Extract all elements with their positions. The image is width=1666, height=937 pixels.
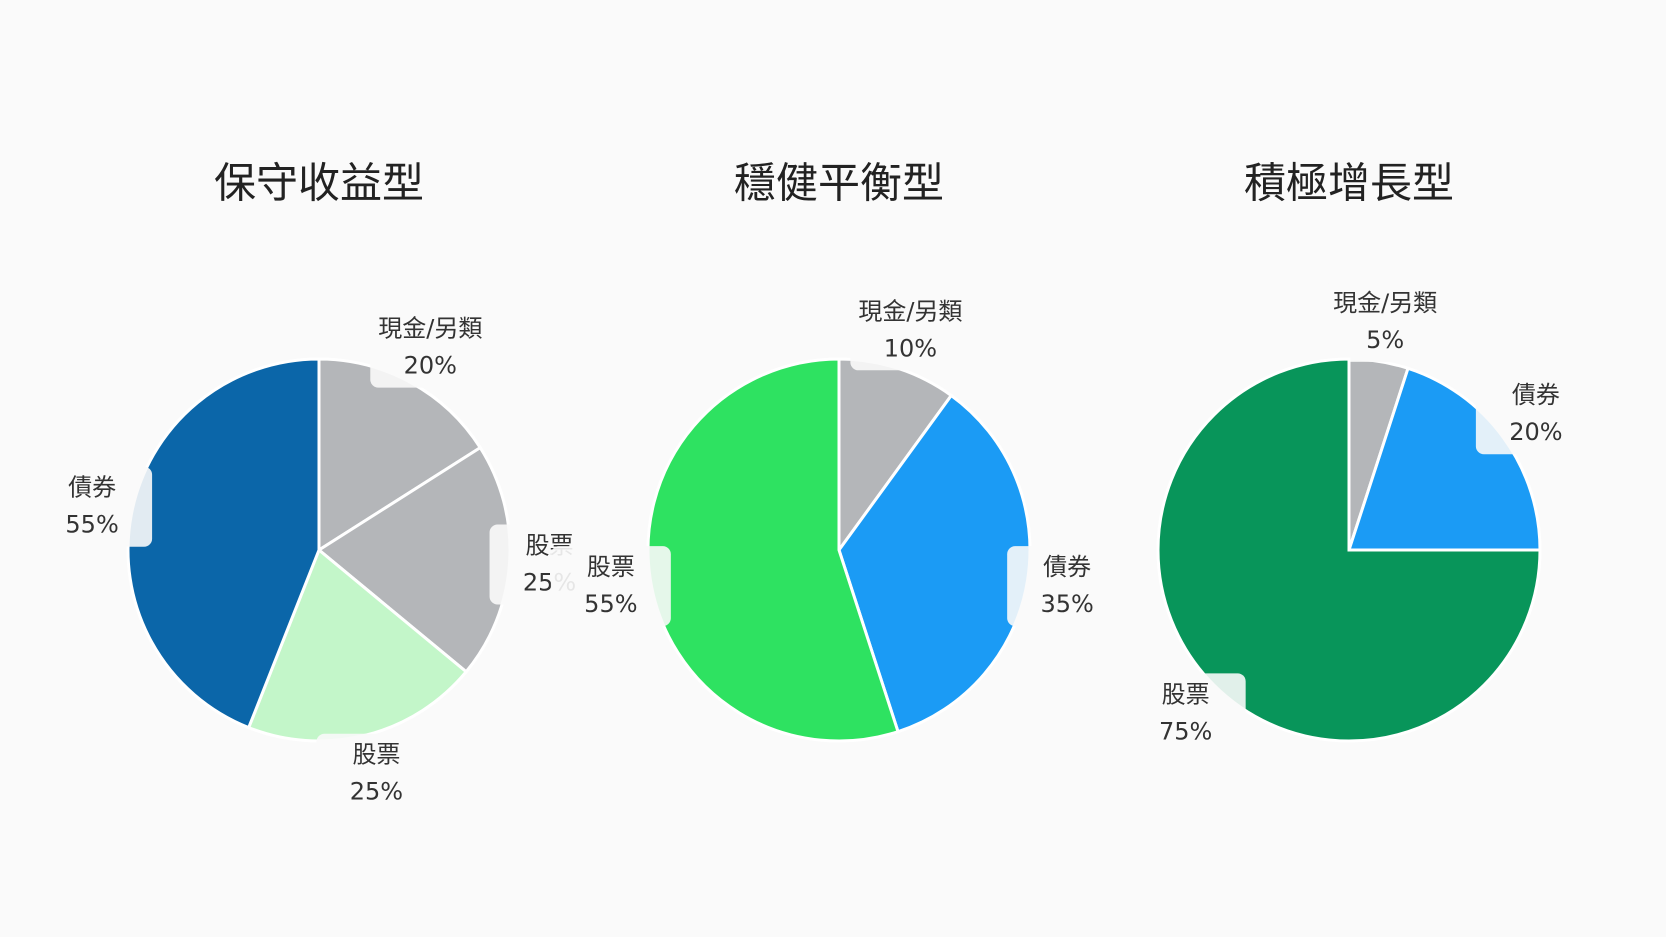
slice-label: 股票 55% — [550, 546, 671, 627]
chart-title: 保守收益型 — [214, 159, 424, 208]
slice-label: 股票 25% — [316, 733, 437, 814]
label-box — [370, 307, 491, 388]
value-label: 55% — [584, 590, 637, 618]
category-label: 股票 — [587, 553, 635, 581]
chart-title: 積極增長型 — [1244, 159, 1454, 208]
category-label: 債券 — [1512, 381, 1560, 409]
label-box — [850, 290, 971, 371]
category-label: 股票 — [1162, 680, 1210, 708]
label-box — [550, 546, 671, 627]
label-box — [1475, 374, 1596, 455]
category-label: 股票 — [352, 741, 400, 769]
slice-label: 債券 35% — [1007, 546, 1128, 627]
value-label: 10% — [884, 334, 937, 362]
category-label: 現金/另類 — [858, 297, 962, 325]
slice-label: 債券 20% — [1475, 374, 1596, 455]
value-label: 5% — [1366, 326, 1404, 354]
label-box — [1325, 281, 1446, 362]
slice-label: 現金/另類 20% — [370, 307, 491, 388]
slice-label: 股票 75% — [1125, 673, 1246, 754]
category-label: 債券 — [1043, 553, 1091, 581]
chart-title: 穩健平衡型 — [734, 159, 944, 208]
slice-label: 現金/另類 10% — [850, 290, 971, 371]
value-label: 75% — [1159, 717, 1212, 745]
value-label: 35% — [1040, 590, 1093, 618]
label-box — [32, 466, 153, 547]
slice-label: 債券 55% — [32, 466, 153, 547]
category-label: 現金/另類 — [378, 315, 482, 343]
slice-label: 現金/另類 5% — [1325, 281, 1446, 362]
value-label: 20% — [404, 352, 457, 380]
label-box — [316, 733, 437, 814]
category-label: 現金/另類 — [1333, 289, 1437, 317]
value-label: 55% — [65, 511, 118, 539]
value-label: 20% — [1509, 418, 1562, 446]
label-box — [1125, 673, 1246, 754]
value-label: 25% — [350, 778, 403, 806]
label-box — [1007, 546, 1128, 627]
category-label: 債券 — [68, 474, 116, 502]
